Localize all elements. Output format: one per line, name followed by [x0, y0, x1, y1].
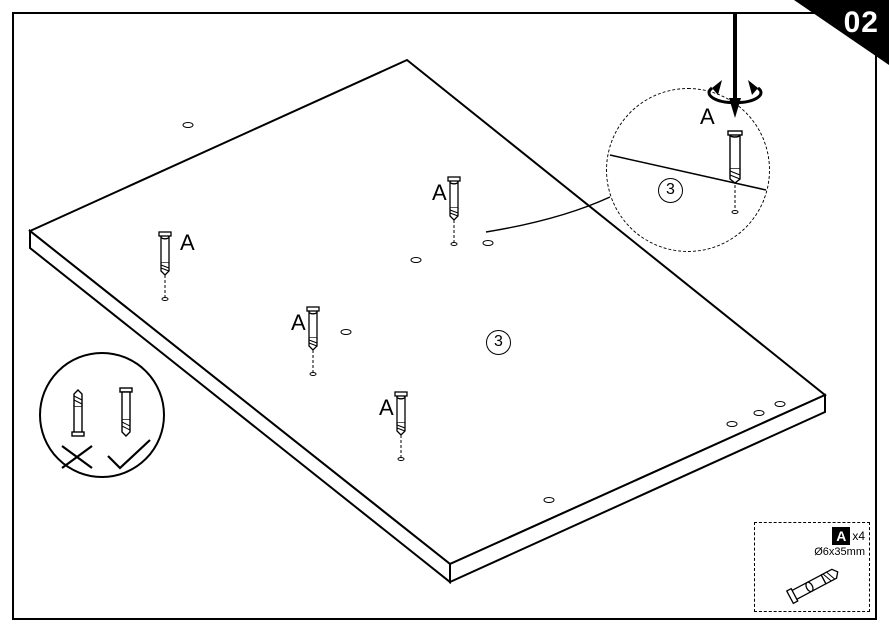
callout-letter: A: [832, 527, 850, 545]
dowel-letter-label: A: [180, 230, 195, 256]
callout-qty: x4: [852, 529, 865, 543]
callout-size: Ø6x35mm: [759, 546, 865, 558]
dowel-letter-label: A: [291, 310, 306, 336]
dowel-letter-label: A: [432, 180, 447, 206]
hardware-callout: A x4 Ø6x35mm: [754, 522, 870, 612]
assembly-step-page: 02: [0, 0, 889, 632]
dowel-letter-label: A: [379, 395, 394, 421]
callout-dowel-icon: [759, 558, 867, 612]
